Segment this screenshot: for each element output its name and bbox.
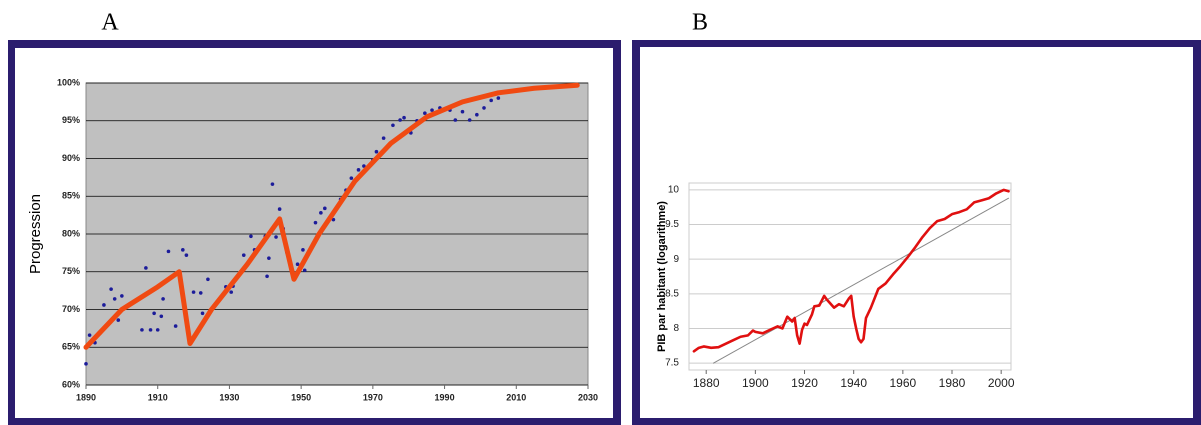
scatter-point: [323, 206, 327, 211]
y-tick-label: 95%: [62, 115, 80, 125]
chart-a: 60% 65% 70% 75% 80% 85% 90% 95% 100% 1890 1910 1930…: [27, 77, 598, 402]
y-tick-label: 80%: [62, 228, 80, 238]
y-axis-label: Progression: [27, 194, 44, 274]
x-tick-label: 1880: [693, 376, 720, 390]
scatter-point: [277, 207, 282, 211]
scatter-point: [460, 109, 465, 114]
x-tick-label: 1930: [219, 392, 239, 402]
scatter-point: [362, 164, 366, 168]
scatter-point: [267, 256, 271, 260]
x-tick-label: 1890: [76, 392, 96, 402]
chart-b: 7.5 8 8.5 9 9.5 10 1880 1900 1920 1940 1960 1980 200…: [656, 182, 1015, 390]
scatter-point: [319, 211, 323, 215]
scatter-point: [166, 249, 171, 254]
scatter-point: [155, 328, 160, 332]
scatter-point: [270, 182, 275, 186]
scatter-point: [349, 176, 354, 180]
scatter-point: [87, 333, 92, 337]
scatter-point: [181, 248, 185, 252]
y-tick-label: 10: [668, 185, 680, 196]
x-tick-label: 1900: [742, 376, 769, 390]
scatter-point: [161, 297, 165, 301]
scatter-point: [402, 115, 406, 120]
scatter-point: [265, 274, 269, 279]
scatter-point: [109, 287, 113, 291]
y-tick-label: 100%: [57, 77, 80, 87]
y-tick-label: 9: [673, 254, 679, 265]
y-tick-label: 75%: [62, 266, 80, 276]
scatter-point: [489, 98, 493, 103]
y-tick-label: 8: [673, 323, 679, 334]
scatter-point: [198, 291, 203, 295]
scatter-point: [184, 253, 189, 257]
x-tick-label: 1920: [791, 376, 818, 390]
x-tick-label: 1950: [291, 392, 311, 402]
scatter-point: [229, 290, 234, 294]
y-tick-label: 60%: [62, 379, 80, 389]
scatter-point: [391, 123, 395, 128]
scatter-point: [249, 234, 253, 239]
x-tick-label: 1960: [889, 376, 916, 390]
scatter-point: [191, 290, 196, 294]
scatter-point: [295, 262, 300, 267]
scatter-point: [116, 318, 121, 322]
scatter-point: [112, 297, 117, 301]
scatter-point: [467, 118, 472, 122]
data-line: [713, 197, 1010, 364]
panel-title: B: [692, 10, 708, 36]
scatter-point: [241, 253, 246, 257]
x-tick-label: 1990: [435, 392, 455, 402]
scatter-point: [423, 111, 427, 115]
x-tick-label: 2010: [506, 392, 526, 402]
data-line: [83, 82, 580, 350]
scatter-point: [152, 311, 156, 316]
scatter-point: [274, 235, 278, 239]
y-tick-label: 8.5: [665, 288, 679, 299]
scatter-point: [301, 248, 305, 252]
scatter-point: [120, 294, 124, 298]
scatter-point: [381, 136, 386, 140]
scatter-point: [84, 362, 88, 366]
scatter-point: [331, 217, 336, 222]
y-tick-label: 90%: [62, 153, 80, 163]
x-tick-label: 2030: [578, 392, 598, 402]
scatter-point: [356, 168, 361, 172]
y-tick-label: 65%: [62, 342, 80, 352]
scatter-point: [200, 311, 205, 316]
scatter-point: [374, 149, 379, 154]
scatter-point: [206, 277, 210, 282]
x-tick-label: 1940: [840, 376, 867, 390]
scatter-point: [173, 324, 178, 328]
y-tick-label: 85%: [62, 191, 80, 201]
scatter-point: [496, 96, 501, 100]
scatter-point: [140, 328, 144, 332]
scatter-point: [482, 106, 486, 110]
scatter-point: [148, 328, 153, 332]
scatter-point: [398, 118, 402, 122]
scatter-point: [430, 108, 434, 112]
y-tick-label: 70%: [62, 304, 80, 314]
scatter-point: [313, 220, 318, 225]
x-tick-label: 1970: [363, 392, 383, 402]
panel-title: A: [101, 10, 119, 36]
x-tick-label: 1980: [939, 376, 966, 390]
x-tick-label: 1910: [148, 392, 168, 402]
x-tick-label: 2000: [988, 376, 1015, 390]
scatter-point: [475, 112, 479, 117]
y-tick-label: 7.5: [665, 358, 679, 369]
scatter-point: [302, 268, 307, 273]
scatter-point: [102, 303, 106, 307]
scatter-point: [453, 118, 458, 122]
plot-area: [688, 182, 1012, 371]
y-axis-label: PIB par habitant (logarithme): [656, 201, 668, 352]
scatter-point: [144, 266, 148, 270]
scatter-point: [159, 314, 164, 319]
y-tick-label: 9.5: [665, 219, 679, 230]
data-line: [692, 188, 1010, 353]
